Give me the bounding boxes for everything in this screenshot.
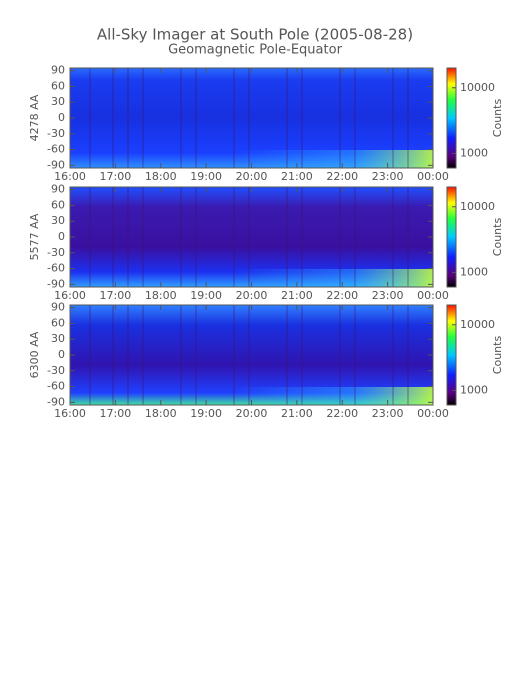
x-tick-label: 21:00 — [281, 170, 313, 183]
colorbar-tick-label: 1000 — [460, 383, 488, 396]
x-tick-label: 19:00 — [190, 170, 222, 183]
x-tick-label: 16:00 — [54, 289, 86, 302]
chart-subtitle: Geomagnetic Pole-Equator — [168, 43, 342, 58]
x-tick-label: 23:00 — [372, 289, 404, 302]
x-tick-label: 16:00 — [54, 170, 86, 183]
y-tick-label: 60 — [51, 198, 65, 211]
y-axis-label: 4278 AA — [28, 94, 41, 141]
y-tick-label: -30 — [47, 246, 65, 259]
x-tick-label: 00:00 — [417, 170, 449, 183]
colorbar-label: Counts — [491, 99, 504, 138]
y-tick-label: -90 — [47, 277, 65, 290]
x-tick-label: 20:00 — [236, 170, 268, 183]
y-tick-label: 60 — [51, 79, 65, 92]
x-tick-label: 19:00 — [190, 289, 222, 302]
x-tick-label: 18:00 — [145, 170, 177, 183]
y-tick-label: -30 — [47, 364, 65, 377]
x-tick-label: 22:00 — [326, 170, 358, 183]
x-tick-label: 00:00 — [417, 289, 449, 302]
x-tick-label: 21:00 — [281, 407, 313, 420]
colorbar-tick-label: 10000 — [460, 200, 495, 213]
colorbar — [446, 186, 457, 288]
y-tick-label: -60 — [47, 262, 65, 275]
y-tick-label: 60 — [51, 316, 65, 329]
x-tick-label: 00:00 — [417, 407, 449, 420]
y-tick-label: 90 — [51, 183, 65, 196]
x-tick-label: 18:00 — [145, 407, 177, 420]
x-tick-label: 17:00 — [100, 407, 132, 420]
y-tick-label: 0 — [58, 348, 65, 361]
x-tick-label: 16:00 — [54, 407, 86, 420]
y-tick-label: 90 — [51, 301, 65, 314]
heatmap-glow — [233, 269, 433, 287]
y-tick-label: -60 — [47, 143, 65, 156]
y-tick-label: 30 — [51, 95, 65, 108]
y-tick-label: -30 — [47, 127, 65, 140]
heatmap-glow — [233, 387, 433, 405]
x-tick-label: 19:00 — [190, 407, 222, 420]
x-tick-label: 17:00 — [100, 289, 132, 302]
x-tick-label: 22:00 — [326, 289, 358, 302]
colorbar — [446, 67, 457, 169]
y-tick-label: 0 — [58, 111, 65, 124]
y-tick-label: 0 — [58, 230, 65, 243]
x-tick-label: 21:00 — [281, 289, 313, 302]
x-tick-label: 20:00 — [236, 407, 268, 420]
x-tick-label: 20:00 — [236, 289, 268, 302]
y-tick-label: -60 — [47, 380, 65, 393]
y-tick-label: 90 — [51, 64, 65, 77]
y-axis-label: 5577 AA — [28, 213, 41, 260]
y-tick-label: 30 — [51, 214, 65, 227]
x-tick-label: 23:00 — [372, 407, 404, 420]
colorbar — [446, 304, 457, 406]
x-tick-label: 22:00 — [326, 407, 358, 420]
chart-title: All-Sky Imager at South Pole (2005-08-28… — [97, 26, 413, 44]
colorbar-tick-label: 1000 — [460, 265, 488, 278]
colorbar-tick-label: 10000 — [460, 81, 495, 94]
heatmap-glow — [233, 150, 433, 168]
colorbar-label: Counts — [491, 336, 504, 375]
colorbar-label: Counts — [491, 218, 504, 257]
y-tick-label: -90 — [47, 158, 65, 171]
x-tick-label: 17:00 — [100, 170, 132, 183]
x-tick-label: 23:00 — [372, 170, 404, 183]
y-axis-label: 6300 AA — [28, 331, 41, 378]
x-tick-label: 18:00 — [145, 289, 177, 302]
y-tick-label: 30 — [51, 332, 65, 345]
colorbar-tick-label: 1000 — [460, 146, 488, 159]
y-tick-label: -90 — [47, 395, 65, 408]
colorbar-tick-label: 10000 — [460, 318, 495, 331]
